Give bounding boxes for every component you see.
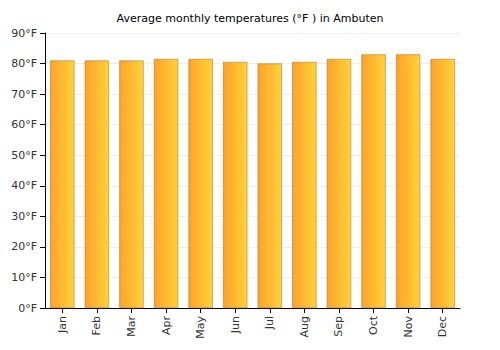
svg-text:Mar: Mar	[125, 316, 138, 337]
svg-text:80°F: 80°F	[11, 57, 37, 70]
svg-text:50°F: 50°F	[11, 149, 37, 162]
svg-text:May: May	[194, 316, 207, 339]
svg-text:Jun: Jun	[229, 316, 242, 334]
svg-text:0°F: 0°F	[18, 302, 37, 315]
svg-text:Jan: Jan	[56, 316, 69, 334]
svg-text:Jul: Jul	[263, 316, 276, 330]
svg-text:Nov: Nov	[402, 316, 415, 338]
svg-text:10°F: 10°F	[11, 271, 37, 284]
svg-text:30°F: 30°F	[11, 210, 37, 223]
svg-text:Sep: Sep	[332, 316, 345, 337]
svg-text:Aug: Aug	[298, 316, 311, 337]
svg-text:Apr: Apr	[160, 316, 173, 336]
svg-text:Feb: Feb	[90, 316, 103, 335]
svg-text:Average monthly temperatures (: Average monthly temperatures (°F ) in Am…	[117, 12, 384, 25]
svg-text:Dec: Dec	[436, 316, 449, 337]
svg-text:60°F: 60°F	[11, 118, 37, 131]
svg-text:90°F: 90°F	[11, 27, 37, 40]
svg-text:40°F: 40°F	[11, 179, 37, 192]
svg-text:Oct: Oct	[367, 315, 380, 335]
svg-text:70°F: 70°F	[11, 88, 37, 101]
svg-text:20°F: 20°F	[11, 240, 37, 253]
